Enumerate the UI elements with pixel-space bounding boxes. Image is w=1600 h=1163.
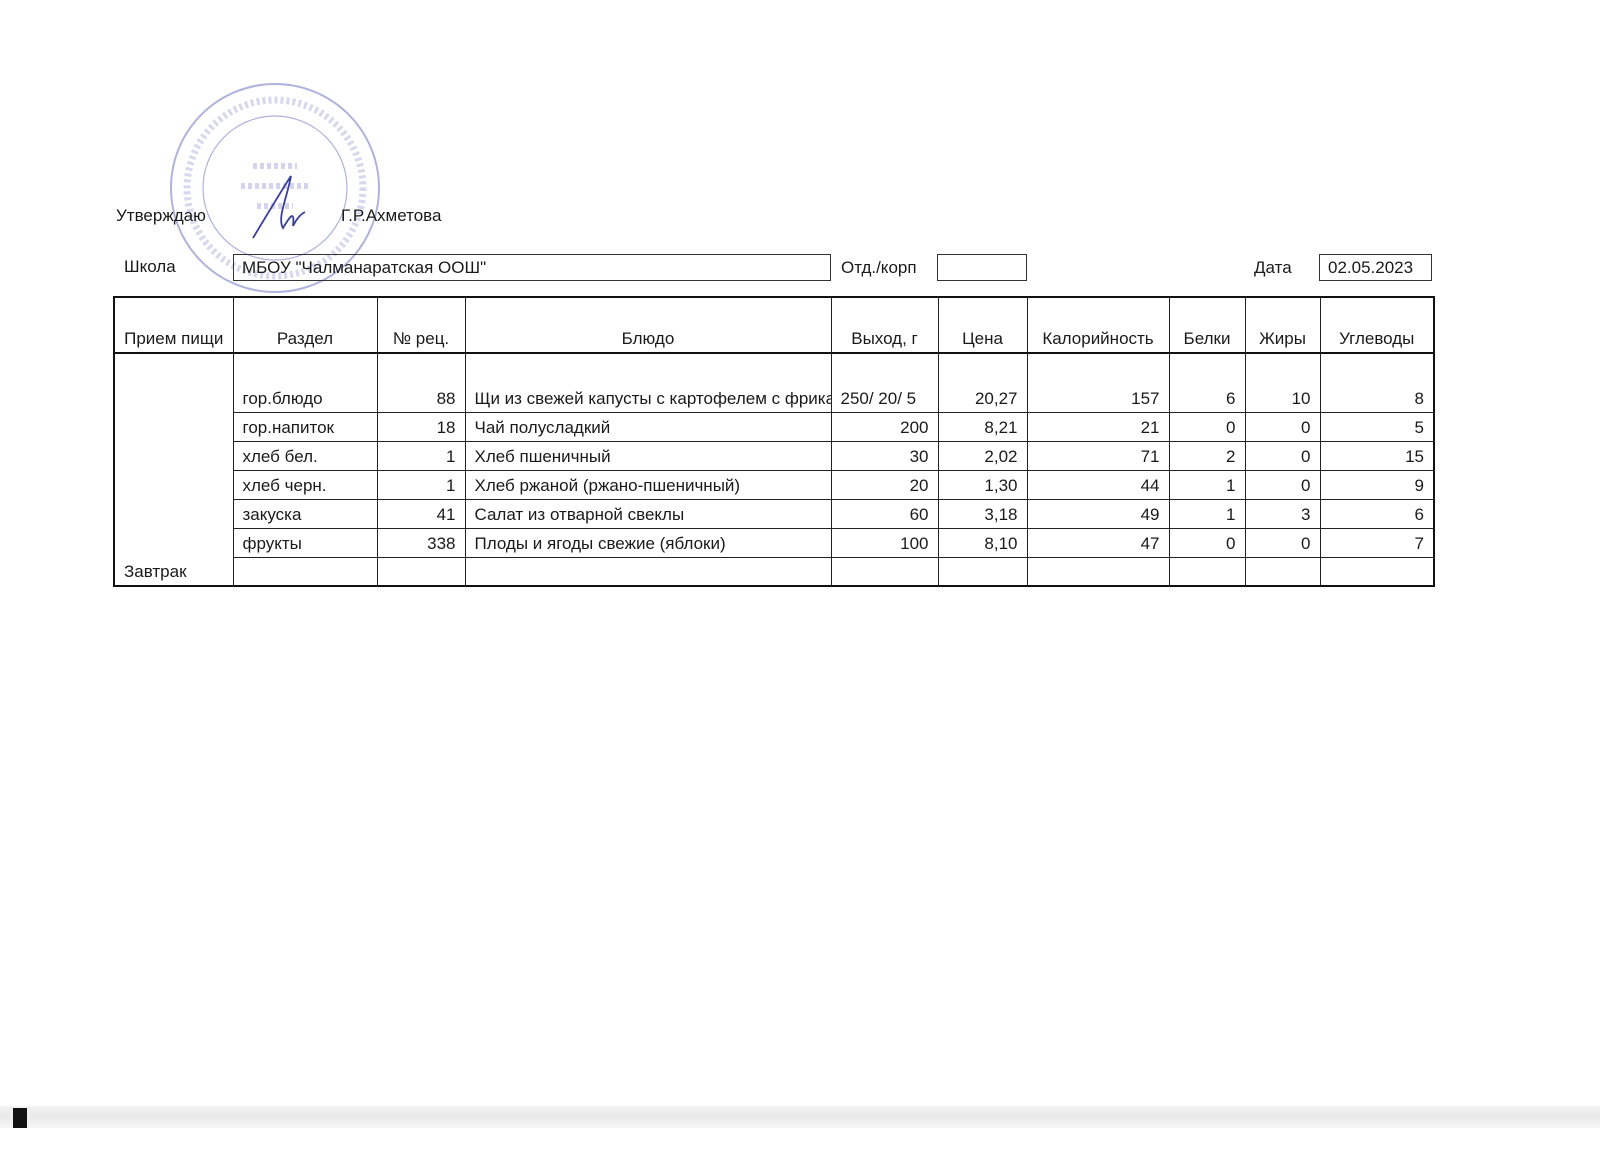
table-row: гор.напиток 18 Чай полусладкий 200 8,21 21 0 0 5 — [114, 411, 1435, 442]
carbs-cell: 5 — [1319, 411, 1435, 442]
section-cell: хлеб черн. — [232, 469, 378, 500]
protein-cell: 0 — [1168, 527, 1246, 558]
fat-cell: 3 — [1244, 498, 1321, 529]
carbs-cell: 6 — [1319, 498, 1435, 529]
calories-cell: 47 — [1026, 527, 1170, 558]
col-price: Цена — [937, 296, 1028, 354]
price-cell: 20,27 — [937, 352, 1028, 413]
price-cell: 8,10 — [937, 527, 1028, 558]
department-field — [937, 254, 1027, 281]
table-row: хлеб черн. 1 Хлеб ржаной (ржано-пшеничный)… — [114, 469, 1435, 500]
dish-cell: Чай полусладкий — [464, 411, 832, 442]
protein-cell: 6 — [1168, 352, 1246, 413]
col-section: Раздел — [232, 296, 378, 354]
price-cell — [937, 556, 1028, 587]
col-yield: Выход, г — [830, 296, 939, 354]
recipe-cell: 1 — [376, 469, 466, 500]
fat-cell: 0 — [1244, 411, 1321, 442]
yield-cell: 250/ 20/ 5 — [830, 352, 939, 413]
section-cell: гор.блюдо — [232, 352, 378, 413]
carbs-cell: 9 — [1319, 469, 1435, 500]
carbs-cell — [1319, 556, 1435, 587]
protein-cell: 0 — [1168, 411, 1246, 442]
carbs-cell: 15 — [1319, 440, 1435, 471]
table-row: закуска 41 Салат из отварной свеклы 60 3,18 4… — [114, 498, 1435, 529]
price-cell: 1,30 — [937, 469, 1028, 500]
school-field: МБОУ "Чалманаратская ООШ" — [233, 254, 831, 281]
dish-cell: Щи из свежей капусты с картофелем с фрик… — [464, 352, 832, 413]
recipe-cell — [376, 556, 466, 587]
protein-cell: 1 — [1168, 469, 1246, 500]
dish-cell: Хлеб ржаной (ржано-пшеничный) — [464, 469, 832, 500]
fat-cell — [1244, 556, 1321, 587]
meal-cell: Завтрак — [113, 352, 234, 587]
scan-edge — [0, 1106, 1600, 1128]
carbs-cell: 7 — [1319, 527, 1435, 558]
table-header-row: Прием пищи Раздел № рец. Блюдо Выход, г … — [113, 296, 1435, 354]
yield-cell: 20 — [830, 469, 939, 500]
date-label: Дата — [1254, 258, 1292, 277]
calories-cell: 21 — [1026, 411, 1170, 442]
calories-cell: 157 — [1026, 352, 1170, 413]
fat-cell: 10 — [1244, 352, 1321, 413]
dish-cell: Плоды и ягоды свежие (яблоки) — [464, 527, 832, 558]
recipe-cell: 41 — [376, 498, 466, 529]
col-recipe: № рец. — [376, 296, 466, 354]
carbs-cell: 8 — [1319, 352, 1435, 413]
recipe-cell: 88 — [376, 352, 466, 413]
school-label: Школа — [124, 257, 176, 276]
calories-cell: 71 — [1026, 440, 1170, 471]
table-row-empty — [114, 556, 1435, 587]
col-dish: Блюдо — [464, 296, 832, 354]
yield-cell: 30 — [830, 440, 939, 471]
fat-cell: 0 — [1244, 527, 1321, 558]
protein-cell: 1 — [1168, 498, 1246, 529]
approve-label: Утверждаю — [116, 206, 206, 225]
date-field: 02.05.2023 — [1319, 254, 1432, 281]
yield-cell: 200 — [830, 411, 939, 442]
recipe-cell: 18 — [376, 411, 466, 442]
approver-name: Г.Р.Ахметова — [341, 206, 442, 225]
calories-cell — [1026, 556, 1170, 587]
price-cell: 3,18 — [937, 498, 1028, 529]
fat-cell: 0 — [1244, 440, 1321, 471]
section-cell: хлеб бел. — [232, 440, 378, 471]
col-protein: Белки — [1168, 296, 1246, 354]
table-row: Завтрак гор.блюдо 88 Щи из свежей капуст… — [113, 352, 1435, 587]
price-cell: 8,21 — [937, 411, 1028, 442]
table-row: хлеб бел. 1 Хлеб пшеничный 30 2,02 71 2 0 15 — [114, 440, 1435, 471]
protein-cell: 2 — [1168, 440, 1246, 471]
recipe-cell: 338 — [376, 527, 466, 558]
dish-cell — [464, 556, 832, 587]
protein-cell — [1168, 556, 1246, 587]
department-label: Отд./корп — [841, 258, 917, 277]
col-meal: Прием пищи — [113, 296, 234, 354]
recipe-cell: 1 — [376, 440, 466, 471]
section-cell: закуска — [232, 498, 378, 529]
dish-cell: Салат из отварной свеклы — [464, 498, 832, 529]
scan-mark — [13, 1108, 27, 1128]
dish-cell: Хлеб пшеничный — [464, 440, 832, 471]
yield-cell: 100 — [830, 527, 939, 558]
col-calories: Калорийность — [1026, 296, 1170, 354]
yield-cell — [830, 556, 939, 587]
school-stamp — [170, 83, 380, 293]
fat-cell: 0 — [1244, 469, 1321, 500]
section-cell: фрукты — [232, 527, 378, 558]
calories-cell: 49 — [1026, 498, 1170, 529]
table-row: фрукты 338 Плоды и ягоды свежие (яблоки) 10… — [114, 527, 1435, 558]
yield-cell: 60 — [830, 498, 939, 529]
col-fat: Жиры — [1244, 296, 1321, 354]
section-cell: гор.напиток — [232, 411, 378, 442]
menu-table: Прием пищи Раздел № рец. Блюдо Выход, г … — [113, 296, 1435, 587]
price-cell: 2,02 — [937, 440, 1028, 471]
calories-cell: 44 — [1026, 469, 1170, 500]
col-carbs: Углеводы — [1319, 296, 1435, 354]
signature — [252, 175, 306, 239]
section-cell — [232, 556, 378, 587]
